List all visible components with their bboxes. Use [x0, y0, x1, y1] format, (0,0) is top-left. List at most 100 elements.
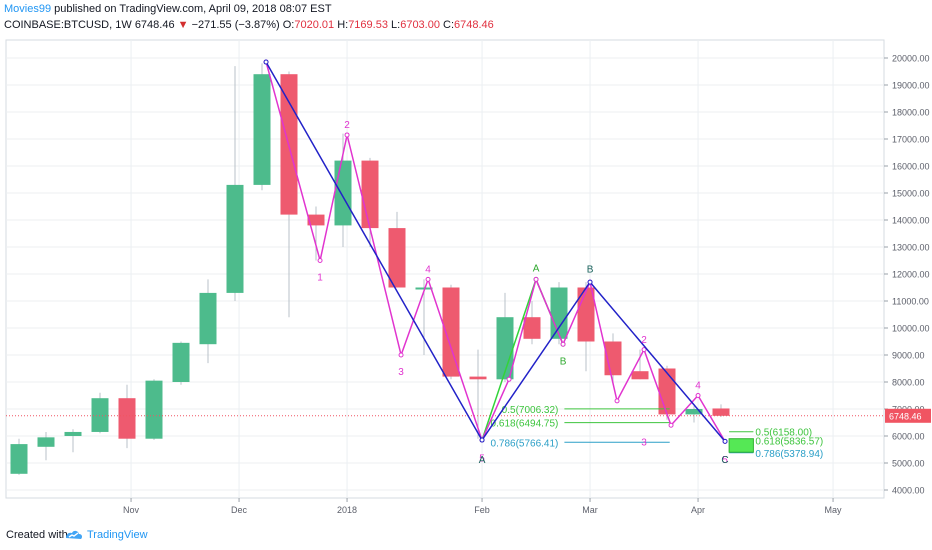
- last-price-badge: [885, 408, 931, 423]
- open-label: O:: [282, 19, 295, 31]
- y-tick-label: 15000.00: [892, 189, 930, 199]
- price-chart[interactable]: 4000.005000.006000.007000.008000.009000.…: [0, 36, 932, 520]
- fib-level-label: 0.618(5836.57): [755, 436, 823, 447]
- elliott-wave-path-vertex: [317, 258, 323, 263]
- candle-up: [64, 431, 82, 436]
- elliott-wave-label: 3: [641, 437, 647, 448]
- candle-down: [118, 398, 136, 439]
- y-tick-label: 13000.00: [892, 243, 930, 253]
- plot-frame: [5, 39, 885, 499]
- candle-up: [685, 409, 703, 415]
- elliott-wave-path-vertex: [506, 376, 512, 382]
- candle-down: [658, 368, 676, 415]
- y-tick-label: 14000.00: [892, 216, 930, 226]
- fib-level-label: 0.5(6158.00): [755, 428, 812, 439]
- created-with-label: Created with: [6, 529, 68, 541]
- author-link[interactable]: Movies99: [4, 3, 52, 15]
- abcd-pattern-path: [265, 61, 726, 442]
- y-tick-label: 6000.00: [892, 432, 925, 442]
- y-tick-label: 18000.00: [892, 108, 930, 118]
- elliott-wave-path-vertex: [614, 398, 620, 404]
- last-price: 6748.46: [134, 19, 175, 31]
- candle-up: [145, 380, 163, 439]
- candle-up: [496, 317, 514, 380]
- y-tick-label: 8000.00: [892, 378, 925, 388]
- high-value: 7169.53: [348, 19, 388, 31]
- y-tick-label: 9000.00: [892, 351, 925, 361]
- y-tick-label: 12000.00: [892, 270, 930, 280]
- elliott-wave-label: 2: [344, 120, 350, 131]
- abc-green-label: A: [533, 263, 540, 274]
- y-tick-label: 20000.00: [892, 54, 930, 64]
- candle-up: [253, 74, 271, 185]
- candle-up: [10, 444, 28, 474]
- symbol-name[interactable]: COINBASE:BTCUSD, 1W: [4, 19, 132, 31]
- candle-up: [334, 160, 352, 226]
- publish-info: published on TradingView.com, April 09, …: [51, 3, 332, 15]
- candle-up: [91, 398, 109, 432]
- symbol-ohlc-line: COINBASE:BTCUSD, 1W 6748.46 ▼ −271.55 (−…: [4, 19, 494, 31]
- elliott-wave-label: 2: [641, 335, 647, 346]
- last-price-label: 6748.46: [889, 411, 922, 421]
- open-value: 7020.01: [294, 19, 335, 31]
- y-tick-label: 16000.00: [892, 162, 930, 172]
- y-tick-label: 4000.00: [892, 486, 925, 496]
- chart-area[interactable]: 4000.005000.006000.007000.008000.009000.…: [0, 36, 932, 520]
- elliott-wave-path-vertex: [344, 132, 350, 138]
- abc-green-label: B: [560, 356, 567, 367]
- tradingview-logo-icon[interactable]: [64, 528, 84, 547]
- candle-down: [361, 160, 379, 229]
- low-value: 6703.00: [400, 19, 440, 31]
- y-tick-label: 17000.00: [892, 135, 930, 145]
- candle-down: [523, 317, 541, 339]
- abcd-pattern-label: C: [721, 455, 728, 466]
- close-value: 6748.46: [454, 19, 494, 31]
- y-tick-label: 11000.00: [892, 297, 929, 307]
- candle-down: [442, 287, 460, 377]
- y-tick-label: 10000.00: [892, 324, 930, 334]
- fib-level-label: 0.5(7006.32): [502, 405, 559, 416]
- elliott-wave-path-vertex: [398, 352, 404, 358]
- price-change: −271.55 (−3.87%): [191, 19, 280, 31]
- candle-up: [226, 184, 244, 293]
- elliott-wave-label: 5: [479, 454, 485, 465]
- x-tick-label: Apr: [691, 505, 705, 515]
- high-label: H:: [337, 19, 349, 31]
- down-arrow-icon: ▼: [177, 19, 189, 31]
- x-tick-label: 2018: [337, 505, 357, 515]
- elliott-wave-path-vertex: [668, 422, 674, 428]
- x-tick-label: Feb: [474, 505, 490, 515]
- elliott-wave-label: 1: [317, 273, 323, 284]
- tradingview-brand-link[interactable]: TradingView: [87, 529, 148, 541]
- candle-down: [712, 408, 730, 416]
- y-tick-label: 5000.00: [892, 459, 925, 469]
- elliott-wave-path-vertex: [641, 347, 647, 353]
- abcd-pattern-path-vertex: [263, 59, 269, 65]
- abcd-pattern-label: A: [479, 455, 486, 466]
- candle-up: [415, 287, 433, 290]
- x-tick-label: Nov: [123, 505, 140, 515]
- elliott-wave-label: 4: [695, 381, 701, 392]
- elliott-wave-path-vertex: [560, 341, 566, 347]
- footer: Created with TradingView: [0, 520, 932, 550]
- fib-level-label: 0.786(5378.94): [755, 449, 823, 460]
- abcd-pattern-path-vertex: [722, 438, 728, 444]
- fib-level-label: 0.618(6494.75): [491, 419, 559, 430]
- target-zone: [728, 438, 754, 453]
- candle-up: [37, 437, 55, 447]
- elliott-wave-path-vertex: [425, 276, 431, 282]
- candle-down: [388, 228, 406, 288]
- y-tick-label: 19000.00: [892, 81, 930, 91]
- fib-level-label: 0.786(5766.41): [491, 438, 559, 449]
- elliott-wave-path-vertex: [695, 393, 701, 398]
- abcd-pattern-path-vertex: [587, 279, 593, 285]
- abcd-pattern-label: B: [587, 265, 594, 276]
- candle-up: [199, 292, 217, 345]
- elliott-wave-label: 4: [425, 265, 431, 276]
- publish-line: Movies99 published on TradingView.com, A…: [4, 3, 332, 15]
- candle-up: [172, 342, 190, 382]
- elliott-wave-label: 3: [398, 367, 404, 378]
- abcd-pattern-path-vertex: [479, 437, 485, 443]
- candle-down: [307, 214, 325, 226]
- x-tick-label: May: [825, 505, 843, 515]
